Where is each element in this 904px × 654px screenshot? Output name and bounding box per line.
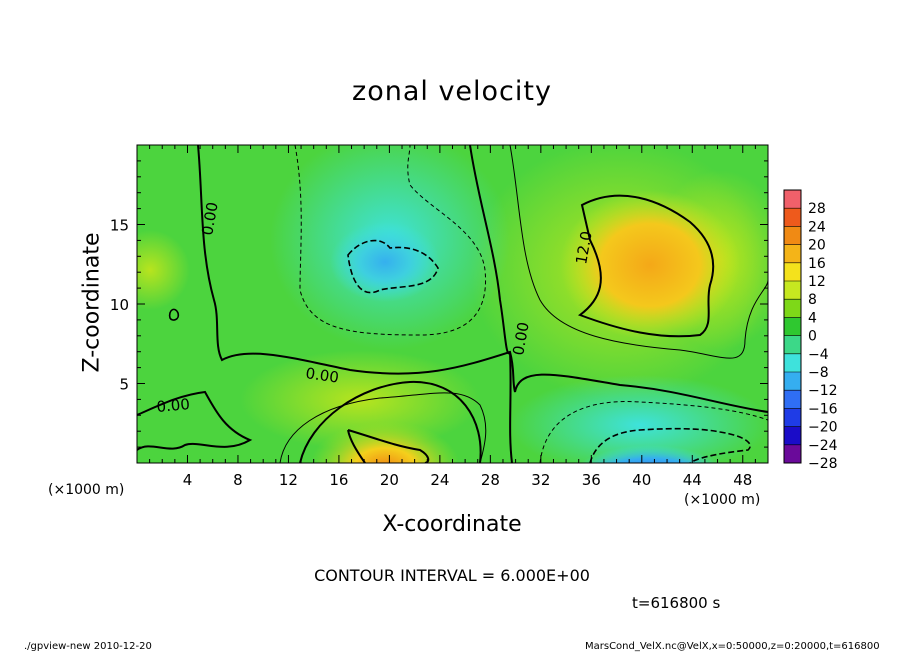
x-axis: 4 8 12 16 20 24 28 32 36 40 44 48 <box>149 145 756 489</box>
heatmap-field: 0.00 0.00 0.00 0.00 12.0 <box>137 145 768 463</box>
contour-label-2: 0.00 <box>156 395 191 416</box>
contour-label-3: 0.00 <box>509 321 533 357</box>
contour-label-4: 12.0 <box>572 230 596 266</box>
contour-minus-lower <box>589 427 751 463</box>
x-tick-label-1: 8 <box>233 471 243 489</box>
x-tick-label-4: 20 <box>380 471 399 489</box>
x-tick-label-2: 12 <box>279 471 298 489</box>
contour-zero-lower <box>137 390 253 451</box>
y-tick-label-1: 10 <box>110 296 129 314</box>
y-tick-label-2: 15 <box>110 217 129 235</box>
x-tick-label-8: 36 <box>582 471 601 489</box>
colorbar-label-10: −12 <box>808 383 838 399</box>
contour-zero-vertical <box>469 145 513 463</box>
contour-label-0: 0.00 <box>198 201 222 237</box>
x-tick-label-0: 4 <box>183 471 193 489</box>
colorbar-swatch-0 <box>784 444 801 463</box>
y-tick-label-0: 5 <box>119 376 129 394</box>
colorbar-swatch-2 <box>784 408 801 427</box>
x-unit-label: (×1000 m) <box>48 482 125 498</box>
colorbar-swatch-1 <box>784 426 801 445</box>
contour-minus-six <box>294 145 487 336</box>
x-tick-label-3: 16 <box>329 471 348 489</box>
westward-lower-region <box>570 425 730 463</box>
contour-zero-lower2 <box>299 380 482 463</box>
colorbar-label-6: 4 <box>808 310 817 326</box>
contour-six <box>509 145 768 359</box>
colorbar-label-14: −28 <box>808 456 838 472</box>
contour-zero-left <box>197 145 768 413</box>
colorbar-label-4: 12 <box>808 274 826 290</box>
colorbar-label-3: 16 <box>808 256 826 272</box>
colorbar-label-13: −24 <box>808 438 838 454</box>
colorbar-swatch-5 <box>784 353 801 372</box>
colorbar-swatch-7 <box>784 317 801 336</box>
footer-left: ./gpview-new 2010-12-20 <box>24 641 152 652</box>
colorbar-label-5: 8 <box>808 292 817 308</box>
colorbar-label-2: 20 <box>808 238 826 254</box>
x-tick-label-5: 24 <box>430 471 449 489</box>
contour-twelve-upper <box>577 194 715 338</box>
colorbar-label-11: −16 <box>808 401 838 417</box>
contour-minus-upper <box>347 239 439 294</box>
y-axis: 5 10 15 <box>110 160 768 448</box>
colorbar: 28 24 20 16 12 8 4 0 −4 −8 −12 −16 −20 −24 −28 <box>783 189 838 472</box>
colorbar-label-9: −8 <box>808 365 829 381</box>
colorbar-label-12: −20 <box>808 420 838 436</box>
colorbar-swatch-10 <box>784 262 801 281</box>
colorbar-label-1: 24 <box>808 219 826 235</box>
time-label: t=616800 s <box>632 594 721 612</box>
colorbar-swatch-9 <box>784 281 801 300</box>
contour-six-low <box>279 392 487 463</box>
x-tick-label-10: 44 <box>683 471 702 489</box>
colorbar-label-0: 28 <box>808 201 826 217</box>
colorbar-swatch-12 <box>784 226 801 245</box>
colorbar-swatch-13 <box>784 208 801 227</box>
footer-right: MarsCond_VelX.nc@VelX,x=0:50000,z=0:2000… <box>585 641 880 652</box>
westward-upper-region <box>330 222 440 302</box>
x-axis-title: X-coordinate <box>382 512 522 537</box>
x-tick-label-7: 32 <box>531 471 550 489</box>
chart-title: zonal velocity <box>352 76 552 107</box>
colorbar-swatch-8 <box>784 299 801 318</box>
eastward-lower-region <box>310 403 460 463</box>
contour-interval-text: CONTOUR INTERVAL = 6.000E+00 <box>314 566 590 585</box>
colorbar-swatch-3 <box>784 390 801 409</box>
contour-twelve-lower <box>347 429 430 463</box>
contour-small-loop <box>168 308 180 321</box>
x-tick-label-11: 48 <box>733 471 752 489</box>
colorbar-label-8: −4 <box>808 347 829 363</box>
colorbar-swatch-4 <box>784 372 801 391</box>
y-axis-title: Z-coordinate <box>79 232 105 373</box>
contour-labels: 0.00 0.00 0.00 0.00 12.0 <box>156 201 596 416</box>
y-unit-label: (×1000 m) <box>684 492 761 508</box>
x-tick-label-9: 40 <box>632 471 651 489</box>
colorbar-swatch-6 <box>784 335 801 354</box>
colorbar-swatch-11 <box>784 244 801 263</box>
colorbar-swatch-14 <box>784 190 801 209</box>
colorbar-label-7: 0 <box>808 329 817 345</box>
x-tick-label-6: 28 <box>481 471 500 489</box>
contour-label-1: 0.00 <box>304 364 340 386</box>
